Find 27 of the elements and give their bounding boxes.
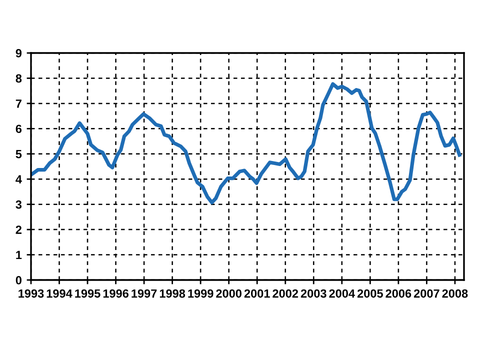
x-tick-label: 1994 [46, 289, 72, 298]
x-tick-label: 2001 [244, 289, 270, 298]
y-tick-label: 4 [16, 175, 22, 184]
x-tick-label: 1997 [132, 289, 157, 298]
y-tick-label: 5 [16, 150, 22, 158]
line-series [31, 82, 462, 204]
x-tick-label: 2006 [386, 289, 412, 298]
x-tick-label: 1998 [160, 289, 186, 298]
y-tick-label: 9 [16, 49, 22, 58]
y-tick-label: 0 [16, 276, 22, 284]
y-tick-label: 7 [16, 100, 22, 108]
x-tick-label: 2003 [300, 289, 326, 298]
x-tick-label: 1995 [75, 289, 100, 298]
x-tick-label: 2007 [414, 289, 440, 298]
x-tick-label: 1996 [103, 289, 128, 298]
x-tick-label: 1999 [188, 289, 214, 298]
y-tick-label: 3 [16, 200, 22, 209]
x-tick-label: 2004 [329, 289, 355, 298]
x-tick-label: 2000 [216, 289, 242, 298]
x-tick-label: 1993 [18, 289, 44, 298]
y-tick-label: 1 [16, 250, 22, 260]
y-tick-label: 8 [16, 74, 22, 83]
x-tick-label: 2008 [442, 289, 468, 298]
y-tick-label: 2 [16, 226, 22, 234]
x-tick-label: 2002 [272, 289, 298, 298]
y-tick-label: 6 [16, 124, 22, 134]
x-tick-label: 2005 [357, 289, 383, 298]
